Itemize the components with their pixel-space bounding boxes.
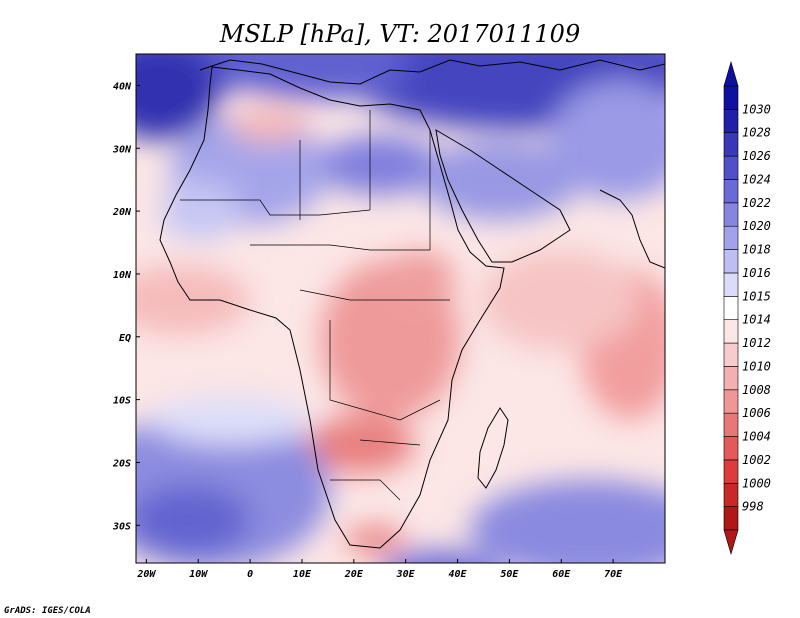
colorbar-swatch [723, 109, 739, 134]
longitude-axis: 20W 10W 0 10E 20E 30E 40E 50E 60E 70E [136, 559, 623, 580]
arabia-coastline [435, 129, 571, 263]
europe-coastline [199, 59, 665, 85]
lat-tick-label: 20S [112, 458, 131, 469]
lon-tick-label: 70E [604, 569, 623, 580]
map-frame [135, 53, 666, 564]
lon-tick-label: 10W [189, 569, 208, 580]
lon-tick-label: 30E [396, 569, 416, 580]
lon-tick-label: 10E [293, 569, 312, 580]
lon-tick-label: 60E [552, 569, 571, 580]
india-coastline [599, 189, 665, 269]
lat-tick-label: EQ [119, 333, 131, 344]
lat-tick-label: 40N [113, 81, 132, 92]
coastlines [159, 59, 665, 549]
lat-tick-label: 10S [113, 396, 131, 407]
colorbar-swatch [723, 85, 739, 110]
colorbar-swatch [723, 412, 739, 437]
madagascar-coastline [477, 407, 509, 489]
colorbar-level-label: 1026 [742, 149, 771, 163]
colorbar-level-label: 1022 [742, 196, 771, 210]
colorbar-level-label: 1030 [742, 102, 771, 116]
pressure-field [136, 54, 665, 563]
lon-tick-label: 20W [136, 569, 156, 580]
colorbar-level-label: 1015 [742, 289, 771, 303]
colorbar-swatch [723, 249, 739, 274]
colorbar-level-label: 1010 [742, 359, 771, 373]
colorbar-swatch [723, 132, 739, 157]
colorbar-level-label: 1020 [742, 219, 771, 233]
lat-tick-label: 30N [112, 144, 132, 155]
lon-tick-label: 20E [344, 569, 364, 580]
colorbar-swatch [723, 342, 739, 367]
colorbar-swatch [723, 506, 739, 531]
colorbar-level-label: 1016 [742, 266, 771, 280]
colorbar-swatch [723, 155, 739, 180]
lon-tick-label: 50E [500, 569, 519, 580]
colorbar-level-label: 1002 [742, 453, 771, 467]
colorbar-swatch [723, 459, 739, 484]
colorbar-level-label: 1000 [742, 476, 771, 490]
map-title: MSLP [hPa], VT: 2017011109 [219, 20, 580, 48]
lon-tick-label: 0 [247, 569, 253, 580]
colorbar-swatch [723, 272, 739, 297]
colorbar-swatch [723, 366, 739, 391]
africa-coastline [159, 66, 505, 549]
colorbar-swatch [723, 319, 739, 344]
credit-text: GrADS: IGES/COLA [4, 606, 91, 616]
colorbar-level-label: 1018 [742, 243, 771, 257]
colorbar-min-arrow [723, 529, 739, 556]
colorbar-swatch [723, 389, 739, 414]
colorbar-swatch [723, 436, 739, 461]
colorbar-swatch [723, 179, 739, 204]
lat-tick-label: 30S [112, 521, 131, 532]
colorbar-swatch [723, 202, 739, 227]
colorbar-level-label: 1008 [742, 383, 771, 397]
colorbar-level-label: 1024 [742, 172, 771, 186]
lon-tick-label: 40E [449, 569, 468, 580]
colorbar-swatch [723, 296, 739, 320]
colorbar-level-label: 1004 [742, 430, 771, 444]
colorbar-level-label: 1012 [742, 336, 771, 350]
colorbar-level-label: 998 [742, 500, 764, 514]
colorbar-level-label: 1006 [742, 406, 771, 420]
colorbar-swatch [723, 482, 739, 507]
latitude-axis: 40N 30N 20N 10N EQ 10S 20S 30S [112, 81, 140, 532]
colorbar-legend: 998 1000 1002 1004 1006 1008 1010 1012 1014 1015 1… [723, 60, 771, 556]
lat-tick-label: 10N [113, 270, 132, 281]
border-lines [180, 110, 450, 501]
colorbar-level-label: 1028 [742, 126, 771, 140]
colorbar-swatch [723, 225, 739, 250]
colorbar-max-arrow [723, 60, 739, 87]
lat-tick-label: 20N [112, 207, 132, 218]
colorbar-level-label: 1014 [742, 313, 771, 327]
